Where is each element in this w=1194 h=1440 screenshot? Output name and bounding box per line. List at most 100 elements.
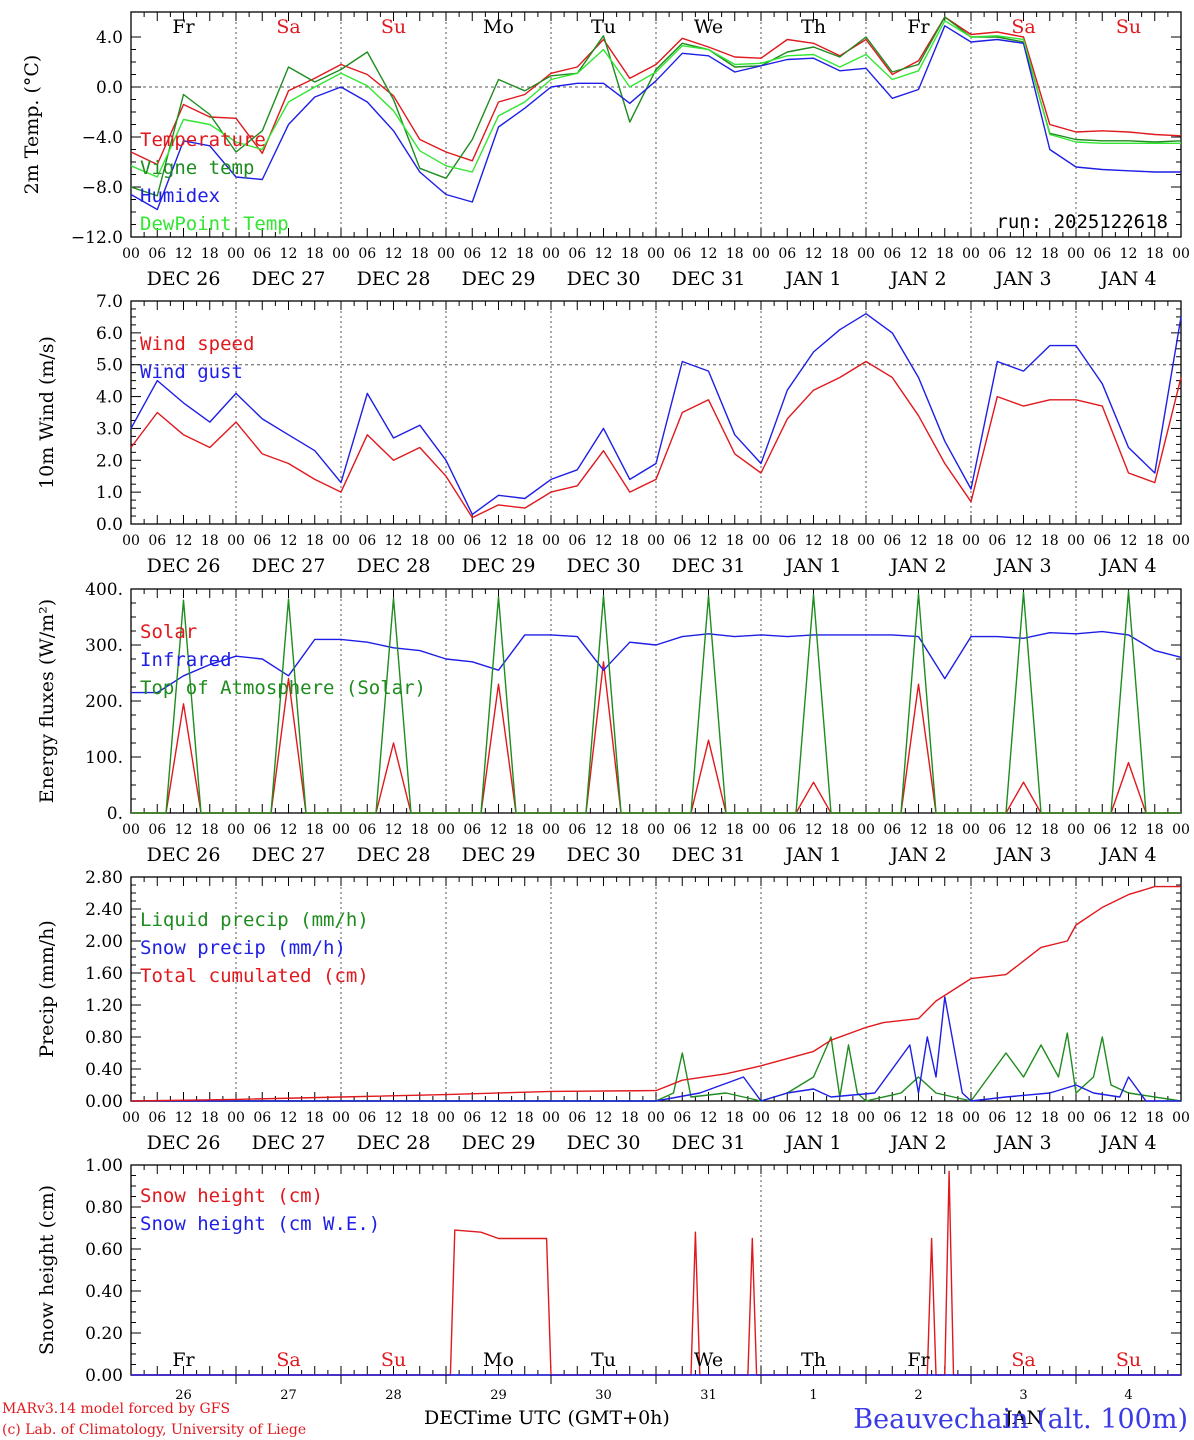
footer-lab-credit: (c) Lab. of Climatology, University of L… <box>2 1422 306 1438</box>
y-tick-label: 1.00 <box>85 1156 123 1176</box>
date-label: DEC 28 <box>357 844 431 866</box>
hour-tick-label: 00 <box>962 533 980 549</box>
weekday-label: Su <box>381 16 406 38</box>
hour-tick-label: 12 <box>1015 822 1033 838</box>
hour-tick-label: 06 <box>568 533 586 549</box>
date-label: DEC 29 <box>462 268 536 290</box>
hour-tick-label: 12 <box>1120 246 1138 262</box>
hour-tick-label: 00 <box>752 246 770 262</box>
hour-tick-label: 06 <box>568 1110 586 1126</box>
hour-tick-label: 06 <box>883 246 901 262</box>
hour-tick-label: 00 <box>1172 246 1190 262</box>
y-tick-label: 400. <box>85 580 123 600</box>
hour-tick-label: 06 <box>883 1110 901 1126</box>
y-tick-label: 4.0 <box>96 388 123 408</box>
date-label: JAN 2 <box>888 268 946 290</box>
day-number-label: 2 <box>914 1388 922 1403</box>
y-tick-label: 2.40 <box>85 900 123 920</box>
weekday-label: Tu <box>591 1349 616 1371</box>
hour-tick-label: 06 <box>673 533 691 549</box>
y-tick-label: 200. <box>85 692 123 712</box>
y-tick-label: 100. <box>85 748 123 768</box>
series-line-liquid-precip-mm-h <box>131 1032 1182 1102</box>
hour-tick-label: 12 <box>280 246 298 262</box>
date-label: DEC 31 <box>672 555 746 577</box>
date-label: DEC 29 <box>462 1132 536 1154</box>
y-tick-label: 0.60 <box>85 1240 123 1260</box>
hour-tick-label: 12 <box>805 1110 823 1126</box>
hour-tick-label: 18 <box>621 533 639 549</box>
weekday-label: Su <box>381 1349 406 1371</box>
hour-tick-label: 00 <box>857 246 875 262</box>
weekday-label: Sa <box>1011 1349 1035 1371</box>
hour-tick-label: 12 <box>700 533 718 549</box>
hour-tick-label: 06 <box>568 246 586 262</box>
hour-tick-label: 00 <box>227 533 245 549</box>
legend-entry: Top of Atmosphere (Solar) <box>140 677 426 699</box>
hour-tick-label: 18 <box>726 822 744 838</box>
y-tick-label: 6.0 <box>96 324 123 344</box>
day-number-label: 4 <box>1124 1388 1132 1403</box>
y-tick-label: 0.0 <box>96 515 123 535</box>
hour-tick-label: 06 <box>778 533 796 549</box>
series-line-top-of-atmosphere-solar <box>131 590 1181 814</box>
date-label: DEC 27 <box>252 555 326 577</box>
hour-tick-label: 12 <box>490 533 508 549</box>
y-tick-label: 2.00 <box>85 932 123 952</box>
weekday-label: Su <box>1116 16 1141 38</box>
hour-tick-label: 18 <box>831 533 849 549</box>
hour-tick-label: 18 <box>306 533 324 549</box>
hour-tick-label: 06 <box>568 822 586 838</box>
date-label: DEC 30 <box>567 1132 641 1154</box>
hour-tick-label: 06 <box>883 533 901 549</box>
y-tick-label: 0.00 <box>85 1092 123 1112</box>
hour-tick-label: 00 <box>752 533 770 549</box>
date-label: DEC 26 <box>147 1132 221 1154</box>
day-number-label: 3 <box>1019 1388 1027 1403</box>
hour-tick-label: 12 <box>1120 822 1138 838</box>
date-label: JAN 4 <box>1098 555 1156 577</box>
date-label: JAN 1 <box>783 555 841 577</box>
hour-tick-label: 12 <box>595 822 613 838</box>
hour-tick-label: 18 <box>1146 533 1164 549</box>
hour-tick-label: 06 <box>463 822 481 838</box>
weekday-label: Fr <box>172 16 195 38</box>
hour-tick-label: 06 <box>673 822 691 838</box>
date-label: DEC 31 <box>672 268 746 290</box>
y-tick-label: 0.0 <box>96 78 123 98</box>
hour-tick-label: 18 <box>831 1110 849 1126</box>
hour-tick-label: 18 <box>516 1110 534 1126</box>
hour-tick-label: 12 <box>700 1110 718 1126</box>
hour-tick-label: 00 <box>542 822 560 838</box>
hour-tick-label: 12 <box>1015 246 1033 262</box>
hour-tick-label: 00 <box>437 246 455 262</box>
hour-tick-label: 00 <box>647 822 665 838</box>
hour-tick-label: 00 <box>1067 246 1085 262</box>
weekday-label: Th <box>801 16 826 38</box>
hour-tick-label: 00 <box>437 1110 455 1126</box>
hour-tick-label: 00 <box>647 1110 665 1126</box>
footer-month-jan: JAN <box>1003 1407 1043 1429</box>
hour-tick-label: 00 <box>332 533 350 549</box>
hour-tick-label: 18 <box>1146 246 1164 262</box>
y-axis-label: 10m Wind (m/s) <box>36 336 58 489</box>
y-tick-label: 300. <box>85 636 123 656</box>
panel-2 <box>130 300 1182 525</box>
hour-tick-label: 18 <box>411 822 429 838</box>
series-line-dewpoint-temp <box>130 20 1181 178</box>
legend-entry: Solar <box>140 621 197 643</box>
y-tick-label: 0.80 <box>85 1198 123 1218</box>
hour-tick-label: 12 <box>385 822 403 838</box>
legend-entry: DewPoint Temp <box>140 213 289 235</box>
series-line-total-cumulated-cm <box>130 885 1181 1102</box>
hour-tick-label: 06 <box>1093 246 1111 262</box>
date-label: JAN 3 <box>993 555 1051 577</box>
hour-tick-label: 00 <box>647 246 665 262</box>
hour-tick-label: 18 <box>936 246 954 262</box>
hour-tick-label: 12 <box>1120 1110 1138 1126</box>
y-axis-label: Precip (mm/h) <box>36 920 58 1058</box>
hour-tick-label: 18 <box>1146 1110 1164 1126</box>
hour-tick-label: 00 <box>1067 1110 1085 1126</box>
hour-tick-label: 00 <box>857 822 875 838</box>
